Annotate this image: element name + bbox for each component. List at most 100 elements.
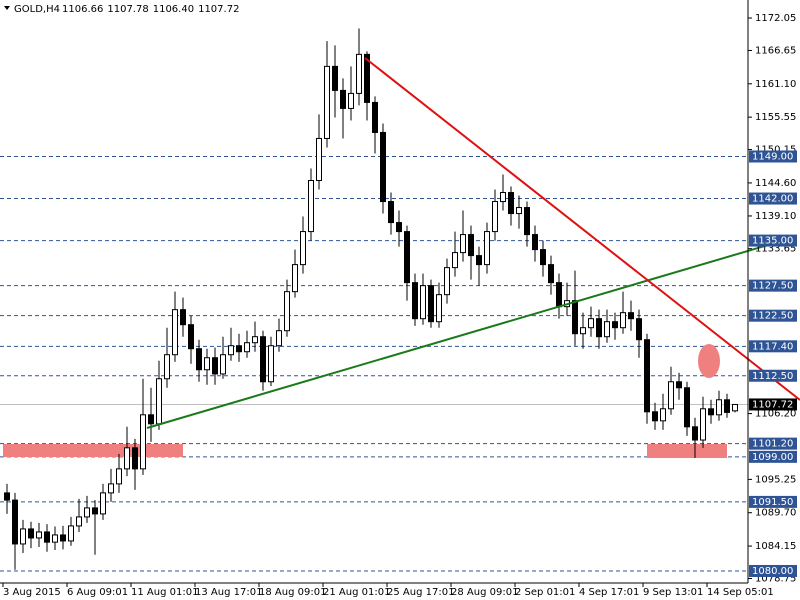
level-label-box [749, 192, 797, 205]
x-tick-label: 4 Sep 17:01 [579, 587, 639, 598]
level-label: 1101.20 [752, 439, 793, 450]
ohlc-value: 1107.72 [198, 4, 239, 15]
level-label: 1080.00 [752, 566, 793, 577]
level-label-box [749, 564, 797, 577]
candle-body [612, 321, 618, 329]
candle-body [228, 345, 234, 356]
y-tick-label: 1155.55 [755, 112, 796, 123]
x-tick-label: 28 Aug 09:01 [451, 587, 518, 598]
x-tick-label: 13 Aug 17:01 [195, 587, 262, 598]
candle-body [68, 525, 74, 542]
level-label: 1135.00 [752, 236, 793, 247]
candle-body [548, 264, 554, 284]
candle-body [20, 528, 26, 545]
support-zone [3, 444, 183, 457]
y-tick-label: 1166.65 [755, 45, 796, 56]
candle-body [404, 231, 410, 284]
candle-body [316, 137, 322, 182]
candle-body [636, 318, 642, 341]
ohlc-value: 1106.66 [62, 4, 103, 15]
candle-body [276, 330, 282, 347]
candle-body [196, 348, 202, 371]
candle-body [388, 201, 394, 224]
candle-body [580, 327, 586, 335]
current-price-label: 1107.72 [752, 399, 793, 410]
level-label-box [749, 279, 797, 292]
ohlc-value: 1107.78 [107, 4, 148, 15]
candle-body [348, 92, 354, 109]
candle-body [324, 65, 330, 139]
level-label-box [749, 450, 797, 463]
candle-body [284, 291, 290, 332]
level-label-box [749, 369, 797, 382]
level-label-box [749, 437, 797, 450]
candle-body [620, 312, 626, 329]
candle-body [236, 345, 242, 353]
y-tick-label: 1095.25 [755, 474, 796, 485]
candle-body [732, 403, 738, 412]
candle-body [724, 399, 730, 413]
y-tick-label: 1084.15 [755, 541, 796, 552]
x-tick-label: 21 Aug 01:01 [323, 587, 390, 598]
candle-body [308, 180, 314, 233]
level-label: 1149.00 [752, 151, 793, 162]
candle-body [12, 499, 18, 545]
candle-body [92, 507, 98, 515]
ohlc-value: 1106.40 [153, 4, 194, 15]
candle-body [708, 408, 714, 416]
candle-body [668, 381, 674, 410]
level-label: 1112.50 [752, 371, 793, 382]
level-label: 1127.50 [752, 281, 793, 292]
candle-body [180, 309, 186, 326]
candle-body [452, 252, 458, 269]
x-tick-label: 2 Sep 01:01 [515, 587, 575, 598]
candle-body [468, 234, 474, 257]
candle-body [164, 354, 170, 380]
candle-body [604, 321, 610, 338]
candle-body [268, 345, 274, 383]
y-tick-label: 1078.75 [755, 573, 796, 584]
candle-body [340, 89, 346, 109]
level-label: 1099.00 [752, 452, 793, 463]
candle-body [372, 101, 378, 133]
candle-body [116, 468, 122, 485]
candle-body [660, 408, 666, 422]
y-tick-label: 1144.60 [755, 178, 796, 189]
candle-body [188, 324, 194, 350]
level-label-box [749, 340, 797, 353]
x-tick-label: 11 Aug 01:01 [131, 587, 198, 598]
candle-body [300, 231, 306, 266]
candle-body [212, 357, 218, 375]
x-tick-label: 6 Aug 09:01 [67, 587, 128, 598]
candle-body [572, 300, 578, 335]
candle-body [676, 381, 682, 389]
candle-body [460, 234, 466, 254]
candle-body [628, 312, 634, 320]
candle-body [420, 285, 426, 320]
highlight-marker [698, 344, 720, 378]
candle-body [716, 399, 722, 416]
candle-body [84, 507, 90, 518]
candle-body [76, 516, 82, 527]
level-label-box [749, 234, 797, 247]
x-tick-label: 3 Aug 2015 [3, 587, 61, 598]
candle-body [156, 378, 162, 425]
x-tick-label: 14 Sep 05:01 [707, 587, 774, 598]
candle-body [252, 336, 258, 344]
symbol-label: GOLD,H4 [14, 4, 60, 15]
candle-body [652, 411, 658, 422]
candle-body [588, 318, 594, 329]
candle-body [332, 65, 338, 91]
candle-body [172, 309, 178, 356]
candle-body [220, 354, 226, 375]
y-tick-label: 1089.70 [755, 508, 796, 519]
candle-body [516, 207, 522, 215]
trend-line [364, 57, 800, 401]
candle-body [356, 53, 362, 94]
candle-body [108, 483, 114, 494]
candle-body [260, 336, 266, 383]
candle-body [532, 234, 538, 251]
y-tick-label: 1133.65 [755, 244, 796, 255]
candle-body [28, 528, 34, 539]
